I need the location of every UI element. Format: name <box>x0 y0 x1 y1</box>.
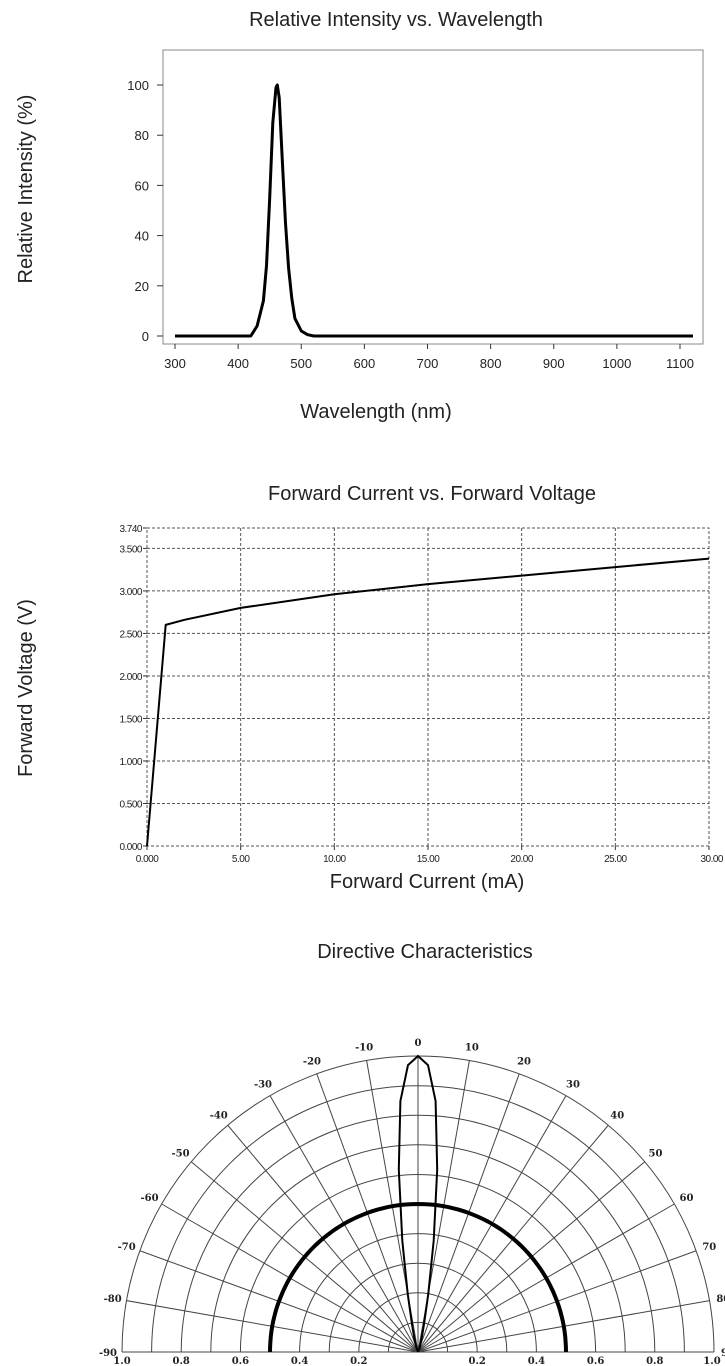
polar-radius-label: 0.4 <box>291 1356 308 1366</box>
polar-radius-label: 0.2 <box>350 1356 367 1366</box>
spectrum-y-tick-label: 80 <box>135 128 149 143</box>
spectrum-y-tick-label: 20 <box>135 279 149 294</box>
polar-chart-title: Directive Characteristics <box>317 941 533 963</box>
polar-radius-label: 0.8 <box>646 1356 663 1366</box>
iv-y-tick-label: 1.500 <box>119 714 142 725</box>
polar-angle-label: -10 <box>355 1043 373 1054</box>
spectrum-x-tick-label: 500 <box>290 356 312 371</box>
iv-x-tick-label: 30.00 <box>700 854 723 865</box>
polar-radius-labels: 1.0 0.8 0.6 0.4 0.2 0.2 0.4 0.6 0.8 1.0 <box>113 1356 720 1366</box>
polar-angle-label: 50 <box>649 1149 663 1160</box>
spectrum-x-ticks: 300 400 500 600 700 800 900 1000 1100 <box>164 344 694 371</box>
iv-x-tick-label: 25.00 <box>604 854 627 865</box>
iv-x-tick-label: 5.00 <box>232 854 250 865</box>
iv-grid <box>147 528 709 846</box>
spectrum-x-axis-label: Wavelength (nm) <box>300 401 452 423</box>
iv-y-ticks: 0.000 0.500 1.000 1.500 2.000 2.500 3.000 3.500… <box>119 524 147 853</box>
iv-x-axis-label: Forward Current (mA) <box>330 871 524 893</box>
iv-x-tick-label: 10.00 <box>323 854 346 865</box>
spectrum-y-axis-label: Relative Intensity (%) <box>15 95 37 284</box>
spectrum-y-tick-label: 0 <box>142 329 149 344</box>
iv-y-tick-label: 2.500 <box>119 629 142 640</box>
polar-radius-label: 0.6 <box>232 1356 249 1366</box>
polar-angle-label: -40 <box>210 1111 228 1122</box>
polar-angle-label: 90 <box>721 1348 725 1359</box>
iv-chart-title: Forward Current vs. Forward Voltage <box>268 483 596 505</box>
polar-angle-label: 0 <box>415 1038 422 1049</box>
iv-y-tick-label: 3.000 <box>119 587 142 598</box>
polar-angle-label: -80 <box>104 1294 122 1305</box>
spectrum-chart-title: Relative Intensity vs. Wavelength <box>249 9 543 31</box>
spectrum-series-line <box>175 83 693 338</box>
spectrum-plot-frame <box>162 49 704 345</box>
spectrum-chart: Relative Intensity vs. Wavelength Relati… <box>15 9 704 423</box>
spectrum-x-tick-label: 600 <box>354 356 376 371</box>
polar-angle-label: -20 <box>303 1057 321 1068</box>
iv-chart: Forward Current vs. Forward Voltage Forw… <box>15 483 724 893</box>
spectrum-x-tick-label: 400 <box>227 356 249 371</box>
polar-half-intensity-arc <box>268 1201 568 1353</box>
polar-angle-label: -70 <box>118 1242 136 1253</box>
spectrum-y-tick-label: 40 <box>135 229 149 244</box>
spectrum-y-tick-label: 100 <box>127 78 149 93</box>
iv-series-line <box>146 557 710 847</box>
spectrum-x-tick-label: 1100 <box>666 356 694 371</box>
iv-y-tick-label: 3.740 <box>119 524 142 535</box>
polar-angle-label: 20 <box>517 1057 531 1068</box>
spectrum-x-tick-label: 700 <box>417 356 439 371</box>
polar-radius-label: 1.0 <box>113 1356 130 1366</box>
polar-angle-label: 60 <box>680 1193 694 1204</box>
iv-y-tick-label: 3.500 <box>119 544 142 555</box>
polar-radius-label: 0.2 <box>468 1356 485 1366</box>
iv-x-ticks: 0.000 5.00 10.00 15.00 20.00 25.00 30.00 <box>136 846 724 865</box>
polar-angle-label: -30 <box>254 1080 272 1091</box>
polar-chart: Directive Characteristics -90 -80 -70 -60 -5… <box>99 941 725 1366</box>
polar-angle-label: 80 <box>716 1294 725 1305</box>
iv-y-axis-label: Forward Voltage (V) <box>15 599 37 777</box>
iv-y-tick-label: 2.000 <box>119 672 142 683</box>
iv-y-tick-label: 1.000 <box>119 757 142 768</box>
iv-x-tick-label: 15.00 <box>417 854 440 865</box>
polar-radius-label: 0.4 <box>528 1356 545 1366</box>
polar-radius-label: 0.6 <box>587 1356 604 1366</box>
polar-radius-label: 1.0 <box>703 1356 720 1366</box>
iv-x-tick-label: 0.000 <box>136 854 159 865</box>
iv-x-tick-label: 20.00 <box>510 854 533 865</box>
polar-angle-label: 70 <box>702 1242 716 1253</box>
spectrum-x-tick-label: 1000 <box>602 356 631 371</box>
iv-y-tick-label: 0.000 <box>119 842 142 853</box>
polar-angle-label: 30 <box>566 1080 580 1091</box>
polar-angle-label: -60 <box>140 1193 158 1204</box>
spectrum-x-tick-label: 800 <box>480 356 502 371</box>
polar-radius-label: 0.8 <box>172 1356 189 1366</box>
polar-angle-label: 10 <box>465 1043 479 1054</box>
polar-angle-label: 40 <box>610 1111 624 1122</box>
iv-y-tick-label: 0.500 <box>119 799 142 810</box>
spectrum-y-tick-label: 60 <box>135 178 149 193</box>
polar-angle-label: -50 <box>171 1149 189 1160</box>
polar-angle-label: -90 <box>99 1348 117 1359</box>
spectrum-x-tick-label: 900 <box>543 356 565 371</box>
spectrum-x-tick-label: 300 <box>164 356 186 371</box>
polar-angle-labels: -90 -80 -70 -60 -50 -40 -30 -20 -10 0 10 20 30 40 50 60… <box>99 1038 725 1359</box>
polar-radiation-lobe <box>397 1054 439 1353</box>
spectrum-y-ticks: 0 20 40 60 80 100 <box>127 78 163 344</box>
